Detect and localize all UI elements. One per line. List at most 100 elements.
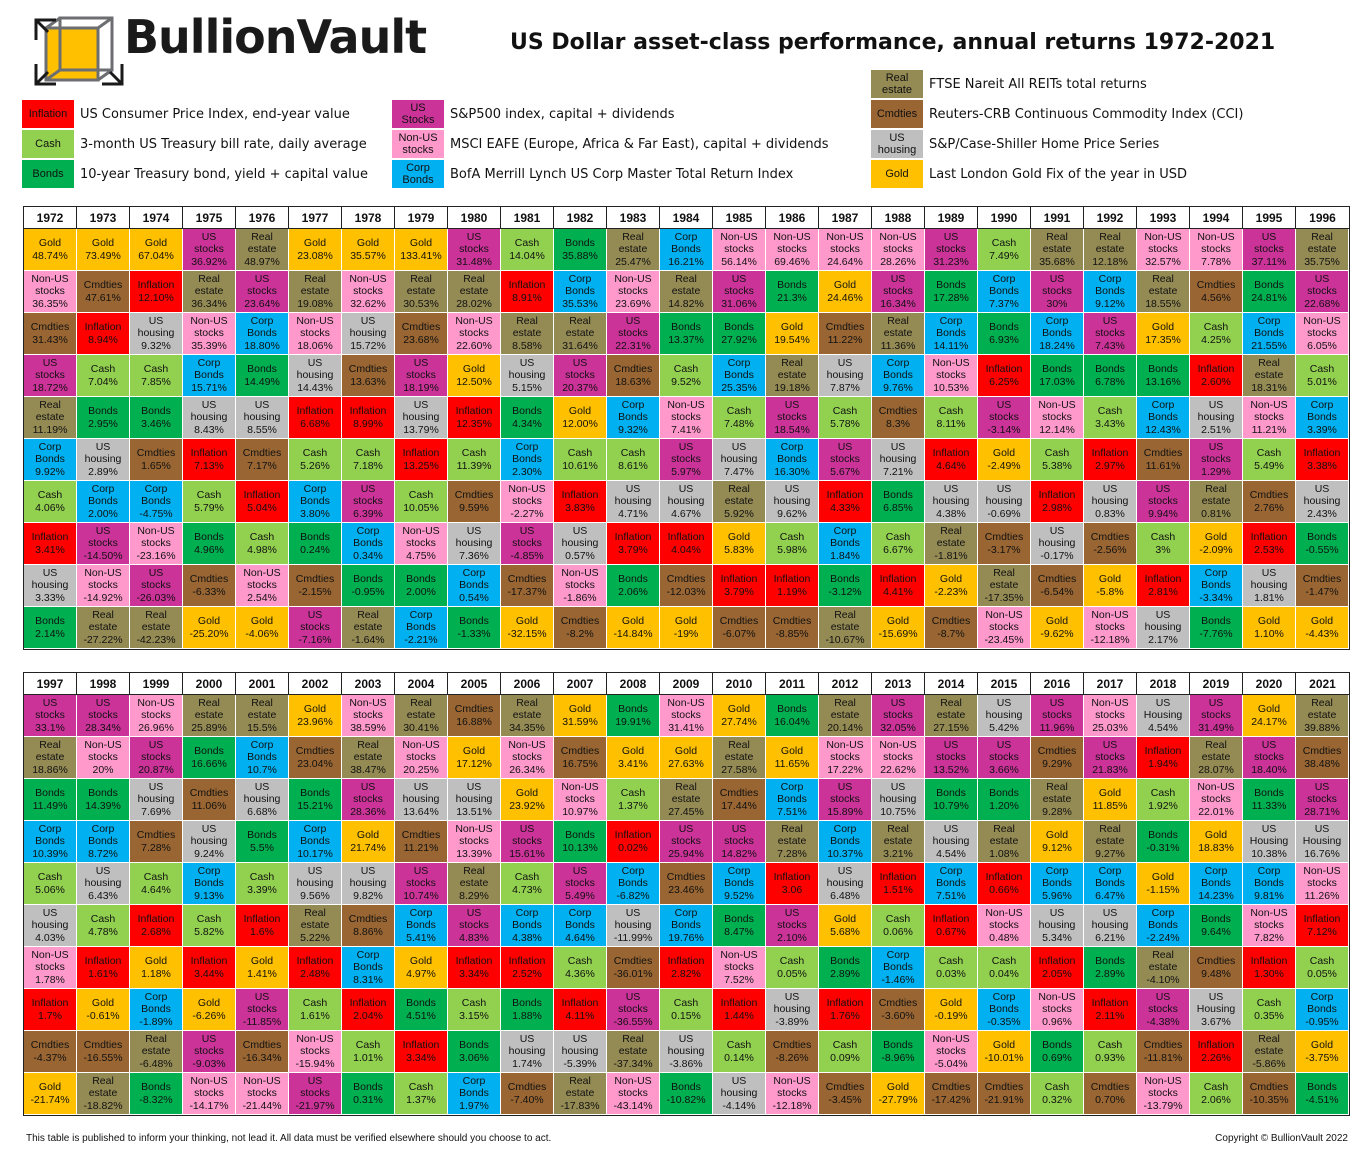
- return-cell-non-us-stocks: Non-US stocks 22.01%: [1190, 779, 1243, 821]
- return-value: -19%: [673, 627, 699, 640]
- return-value: 0.57%: [565, 549, 595, 562]
- return-cell-us-stocks: US stocks -14.50%: [77, 523, 130, 565]
- return-cell-us-stocks: US stocks 10.74%: [395, 863, 448, 905]
- return-cell-real-estate: Real estate 30.41%: [395, 695, 448, 737]
- return-cell-inflation: Inflation 3.06: [766, 863, 819, 905]
- return-cell-us-stocks: US stocks 37.11%: [1243, 229, 1296, 271]
- return-cell-bonds: Bonds 3.46%: [130, 397, 183, 439]
- return-cell-us-housing: US housing 7.69%: [130, 779, 183, 821]
- return-cell-us-stocks: US stocks 25.94%: [660, 821, 713, 863]
- return-cell-gold: Gold -0.61%: [77, 989, 130, 1031]
- return-cell-non-us-stocks: Non-US stocks -1.86%: [554, 565, 607, 607]
- return-value: 5.82%: [194, 925, 224, 938]
- return-value: -42.23%: [136, 633, 176, 646]
- return-value: 2.81%: [1148, 585, 1178, 598]
- return-cell-us-housing: US housing 9.32%: [130, 313, 183, 355]
- return-value: -6.82%: [616, 889, 650, 902]
- return-cell-non-us-stocks: Non-US stocks -12.18%: [1084, 607, 1137, 649]
- return-cell-real-estate: Real estate 25.89%: [183, 695, 236, 737]
- return-cell-inflation: Inflation 2.04%: [342, 989, 395, 1031]
- return-cell-gold: Gold 9.12%: [1031, 821, 1084, 863]
- return-value: 18.63%: [615, 375, 651, 388]
- return-value: 36.34%: [191, 297, 227, 310]
- return-value: 28.07%: [1198, 763, 1234, 776]
- return-cell-non-us-stocks: Non-US stocks 56.14%: [713, 229, 766, 271]
- return-value: 18.06%: [297, 339, 333, 352]
- return-cell-non-us-stocks: Non-US stocks 36.35%: [24, 271, 77, 313]
- return-value: 0.05%: [777, 967, 807, 980]
- return-cell-bonds: Bonds -10.82%: [660, 1073, 713, 1115]
- year-header: 1981: [501, 207, 554, 229]
- return-value: -21.44%: [242, 1099, 282, 1112]
- return-cell-corp-bonds: Corp Bonds 16.21%: [660, 229, 713, 271]
- return-cell-inflation: Inflation 2.53%: [1243, 523, 1296, 565]
- return-value: 22.68%: [1304, 297, 1340, 310]
- return-value: 18.80%: [244, 339, 280, 352]
- return-value: 7.12%: [1307, 925, 1337, 938]
- return-cell-gold: Gold 19.54%: [766, 313, 819, 355]
- return-cell-gold: Gold 67.04%: [130, 229, 183, 271]
- return-value: 4.67%: [671, 507, 701, 520]
- return-cell-real-estate: Real estate -4.10%: [1137, 947, 1190, 989]
- return-cell-us-stocks: US stocks -9.03%: [183, 1031, 236, 1073]
- return-cell-non-us-stocks: Non-US stocks 22.60%: [448, 313, 501, 355]
- return-cell-bonds: Bonds 16.66%: [183, 737, 236, 779]
- return-cell-us-stocks: US stocks 22.68%: [1296, 271, 1349, 313]
- return-cell-gold: Gold -2.09%: [1190, 523, 1243, 565]
- return-cell-us-stocks: US stocks 31.06%: [713, 271, 766, 313]
- return-cell-non-us-stocks: Non-US stocks -14.92%: [77, 565, 130, 607]
- return-cell-cash: Cash 5.82%: [183, 905, 236, 947]
- return-cell-us-stocks: US stocks 31.49%: [1190, 695, 1243, 737]
- return-cell-real-estate: Real estate 27.58%: [713, 737, 766, 779]
- return-cell-real-estate: Real estate 9.27%: [1084, 821, 1137, 863]
- return-cell-real-estate: Real estate -10.67%: [819, 607, 872, 649]
- return-value: -3.60%: [881, 1009, 915, 1022]
- return-cell-non-us-stocks: Non-US stocks 10.53%: [925, 355, 978, 397]
- return-cell-us-housing: US housing 7.36%: [448, 523, 501, 565]
- return-cell-cash: Cash 8.11%: [925, 397, 978, 439]
- return-cell-us-housing: US housing 7.21%: [872, 439, 925, 481]
- return-cell-gold: Gold 23.92%: [501, 779, 554, 821]
- return-value: 9.24%: [194, 847, 224, 860]
- legend-description: Last London Gold Fix of the year in USD: [929, 166, 1188, 182]
- return-value: 1.37%: [618, 799, 648, 812]
- return-cell-gold: Gold 1.41%: [236, 947, 289, 989]
- return-value: 11.96%: [1039, 721, 1075, 734]
- return-cell-us-stocks: US stocks 20.37%: [554, 355, 607, 397]
- return-cell-cash: Cash 5.78%: [819, 397, 872, 439]
- return-cell-inflation: Inflation 4.33%: [819, 481, 872, 523]
- return-value: 2.06%: [1201, 1093, 1231, 1106]
- return-value: 6.93%: [989, 333, 1019, 346]
- return-value: 22.62%: [880, 763, 916, 776]
- return-cell-inflation: Inflation 2.11%: [1084, 989, 1137, 1031]
- return-value: 6.43%: [88, 889, 118, 902]
- return-cell-gold: Gold 73.49%: [77, 229, 130, 271]
- return-value: 2.10%: [777, 931, 807, 944]
- return-value: 30.41%: [403, 721, 439, 734]
- return-cell-us-stocks: US stocks 28.34%: [77, 695, 130, 737]
- return-value: 4.38%: [936, 507, 966, 520]
- year-header: 1987: [819, 207, 872, 229]
- return-cell-real-estate: Real estate 12.18%: [1084, 229, 1137, 271]
- return-cell-non-us-stocks: Non-US stocks 12.14%: [1031, 397, 1084, 439]
- return-value: -0.55%: [1305, 543, 1339, 556]
- return-value: 6.39%: [353, 507, 383, 520]
- return-cell-cash: Cash 0.09%: [819, 1031, 872, 1073]
- return-value: 10.74%: [403, 889, 439, 902]
- return-cell-real-estate: Real estate -1.81%: [925, 523, 978, 565]
- return-cell-gold: Gold 35.57%: [342, 229, 395, 271]
- return-value: 7.82%: [1254, 931, 1284, 944]
- return-cell-inflation: Inflation 3.38%: [1296, 439, 1349, 481]
- return-value: 23.68%: [403, 333, 439, 346]
- return-cell-inflation: Inflation 1.61%: [77, 947, 130, 989]
- return-value: 8.99%: [353, 417, 383, 430]
- return-value: 4.71%: [618, 507, 648, 520]
- return-cell-bonds: Bonds 13.16%: [1137, 355, 1190, 397]
- return-cell-cmdties: Cmdties -16.34%: [236, 1031, 289, 1073]
- return-cell-real-estate: Real estate 0.81%: [1190, 481, 1243, 523]
- legend-swatch: US housing: [871, 130, 923, 158]
- return-value: 25.47%: [615, 255, 651, 268]
- return-cell-cmdties: Cmdties -16.55%: [77, 1031, 130, 1073]
- return-value: 11.61%: [1145, 459, 1181, 472]
- return-cell-cash: Cash 5.79%: [183, 481, 236, 523]
